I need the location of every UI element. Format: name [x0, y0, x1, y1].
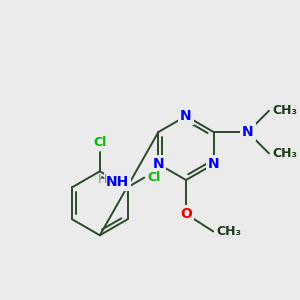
Text: CH₃: CH₃: [272, 147, 297, 160]
Text: NH: NH: [106, 175, 129, 189]
Text: CH₃: CH₃: [216, 225, 241, 238]
Text: Cl: Cl: [147, 171, 161, 184]
Text: CH₃: CH₃: [272, 104, 297, 117]
Text: O: O: [180, 207, 192, 221]
Text: H: H: [97, 173, 106, 186]
Text: N: N: [242, 125, 254, 139]
Text: N: N: [152, 157, 164, 171]
Text: N: N: [208, 157, 220, 171]
Text: N: N: [180, 109, 192, 123]
Text: Cl: Cl: [93, 136, 106, 149]
